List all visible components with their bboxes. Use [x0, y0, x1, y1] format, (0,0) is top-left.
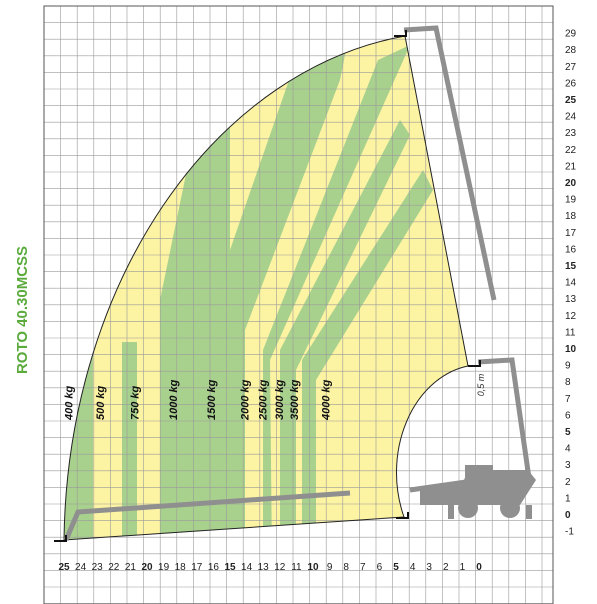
load-labels: 400 kg 500 kg 750 kg 1000 kg 1500 kg 2000 kg 2…	[63, 379, 332, 421]
x-tick-label: 14	[241, 562, 253, 573]
load-label: 2500 kg	[258, 379, 270, 421]
x-tick-label: 8	[343, 562, 349, 573]
load-label: 4000 kg	[321, 379, 333, 421]
y-tick-label: 26	[565, 78, 577, 89]
green-zone-2	[122, 342, 137, 540]
boom-max-height	[403, 25, 497, 301]
x-tick-label: 16	[208, 562, 220, 573]
x-tick-label: 21	[125, 562, 137, 573]
y-tick-label: 21	[565, 161, 577, 172]
x-tick-label: 25	[58, 562, 70, 573]
y-tick-label: 2	[565, 477, 571, 488]
y-axis: 2928272625242322212019181716151413121110…	[565, 29, 577, 538]
x-tick-label: 24	[75, 562, 87, 573]
machine-body	[420, 470, 536, 505]
x-tick-label: 20	[141, 562, 153, 573]
green-zone-1	[64, 342, 93, 540]
y-tick-label: 3	[565, 460, 571, 471]
x-tick-label: 22	[108, 562, 120, 573]
y-tick-label: 6	[565, 410, 571, 421]
load-label: 3500 kg	[289, 379, 301, 420]
load-label: 500 kg	[95, 385, 107, 420]
y-tick-label: 25	[565, 95, 577, 106]
y-tick-label: 24	[565, 112, 577, 123]
attachment-hook-4	[54, 535, 67, 542]
y-tick-label: 10	[565, 344, 577, 355]
y-tick-label: 14	[565, 278, 577, 289]
y-tick-label: 22	[565, 145, 577, 156]
y-tick-label: 28	[565, 45, 577, 56]
y-tick-label: 8	[565, 377, 571, 388]
machine-silhouette	[420, 465, 536, 519]
x-axis: 25 24 23 22 21 20 19 18 17 16 15 14 13 12 11 10 9 8 7 6 5 4 3 2…	[58, 562, 482, 573]
boom-retracted	[477, 357, 533, 486]
load-label: 400 kg	[63, 385, 75, 421]
x-tick-label: 10	[307, 562, 319, 573]
x-tick-label: 15	[224, 562, 236, 573]
green-zone-4	[205, 36, 350, 540]
green-zone-7	[302, 170, 433, 540]
machine-wheel-front	[458, 498, 478, 518]
x-tick-label: 7	[360, 562, 366, 573]
chart-grid	[43, 5, 554, 604]
x-tick-label: 9	[327, 562, 333, 573]
boom-max-reach	[63, 490, 351, 541]
load-label: 3000 kg	[274, 379, 286, 420]
load-label: 1000 kg	[168, 379, 180, 420]
envelope-outline	[63, 35, 469, 541]
x-tick-label: 1	[460, 562, 466, 573]
machine-wheel-rear	[500, 498, 520, 518]
x-tick-label: 17	[191, 562, 203, 573]
y-tick-label: 29	[565, 29, 577, 40]
y-tick-label: 9	[565, 361, 571, 372]
y-tick-label: 27	[565, 62, 577, 73]
y-tick-label: 4	[565, 444, 571, 455]
x-tick-label: 12	[274, 562, 286, 573]
stabilizer-right	[526, 505, 532, 519]
y-tick-label: 12	[565, 311, 577, 322]
reach-annotation: 0,5 m	[476, 373, 486, 396]
y-tick-label: 5	[565, 427, 571, 438]
y-tick-label: 23	[565, 128, 577, 139]
y-tick-label: 20	[565, 178, 577, 189]
y-tick-label: 1	[565, 493, 571, 504]
x-tick-label: 13	[258, 562, 270, 573]
y-tick-label: 19	[565, 195, 577, 206]
attachment-hook-1	[394, 30, 407, 37]
y-tick-label: 7	[565, 394, 571, 405]
load-label: 1500 kg	[206, 379, 218, 420]
y-tick-label: 16	[565, 244, 577, 255]
x-tick-label: 6	[377, 562, 383, 573]
x-tick-label: 0	[476, 562, 482, 573]
y-tick-label: 15	[565, 261, 577, 272]
attachment-hook-3	[396, 512, 409, 519]
y-tick-label: -1	[565, 527, 574, 538]
x-tick-label: 5	[393, 562, 399, 573]
y-tick-label: 0	[565, 510, 571, 521]
x-tick-label: 19	[158, 562, 170, 573]
x-tick-label: 23	[92, 562, 104, 573]
y-tick-label: 13	[565, 294, 577, 305]
x-tick-label: 3	[426, 562, 432, 573]
y-tick-label: 17	[565, 228, 577, 239]
load-label: 750 kg	[130, 385, 142, 420]
stabilizer-left	[448, 505, 454, 519]
y-tick-label: 11	[565, 327, 576, 338]
chart-title: ROTO 40.30MCSS	[14, 246, 31, 374]
load-label: 2000 kg	[239, 379, 251, 421]
machine-cab	[465, 465, 493, 487]
x-tick-label: 4	[410, 562, 416, 573]
x-tick-label: 2	[443, 562, 449, 573]
x-tick-label: 11	[291, 562, 302, 573]
grid-border	[43, 5, 554, 604]
x-tick-label: 18	[175, 562, 187, 573]
attachment-hook-2	[468, 360, 481, 367]
green-zone-5	[263, 45, 410, 540]
y-tick-label: 18	[565, 211, 577, 222]
working-envelope	[63, 35, 469, 541]
